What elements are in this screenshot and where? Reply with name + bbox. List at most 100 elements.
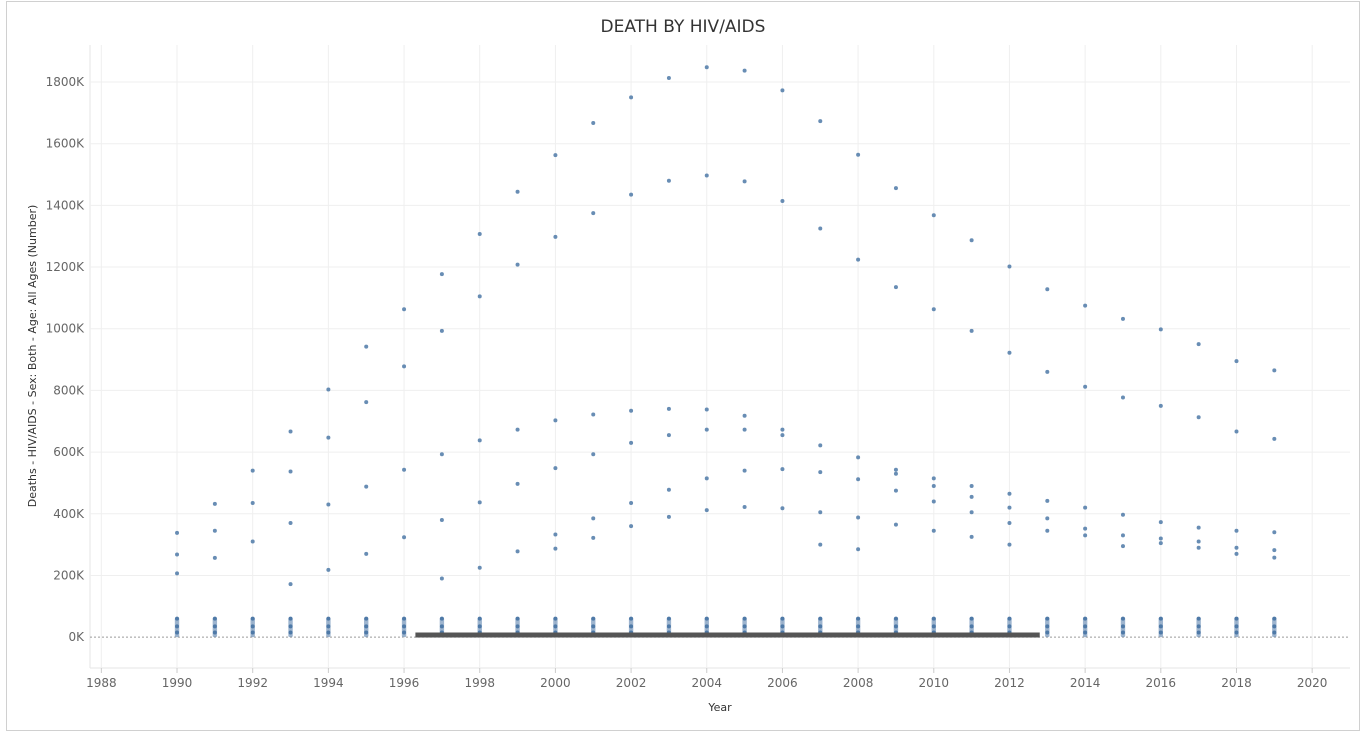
x-tick-label: 2018 <box>1221 676 1252 690</box>
data-point <box>704 624 709 629</box>
y-tick-label: 800K <box>53 383 85 397</box>
data-point <box>1083 505 1088 510</box>
data-point <box>402 630 407 635</box>
data-point <box>1045 369 1050 374</box>
x-tick-label: 2016 <box>1146 676 1177 690</box>
data-point <box>818 226 823 231</box>
y-tick-label: 1000K <box>46 322 86 336</box>
data-point <box>629 624 634 629</box>
data-point <box>477 438 482 443</box>
data-point <box>515 616 520 621</box>
data-point <box>1158 624 1163 629</box>
x-tick-label: 1998 <box>464 676 495 690</box>
data-point <box>704 65 709 70</box>
data-point <box>1234 545 1239 550</box>
data-point <box>1234 630 1239 635</box>
data-point <box>629 616 634 621</box>
x-tick-label: 1992 <box>237 676 268 690</box>
data-point <box>175 630 180 635</box>
data-point <box>1234 359 1239 364</box>
data-point <box>666 433 671 438</box>
data-point <box>326 387 331 392</box>
data-point <box>439 517 444 522</box>
data-points <box>174 65 1277 638</box>
data-point <box>629 408 634 413</box>
data-point <box>439 616 444 621</box>
y-tick-label: 1600K <box>46 137 86 151</box>
x-tick-label: 2012 <box>994 676 1025 690</box>
data-point <box>250 630 255 635</box>
data-point <box>1196 616 1201 621</box>
data-point <box>893 467 898 472</box>
data-point <box>515 481 520 486</box>
data-point <box>1120 395 1125 400</box>
data-point <box>780 467 785 472</box>
data-point <box>742 468 747 473</box>
data-point <box>931 528 936 533</box>
data-point <box>1045 624 1050 629</box>
data-point <box>1083 526 1088 531</box>
x-tick-label: 2020 <box>1297 676 1328 690</box>
data-point <box>1196 624 1201 629</box>
data-point <box>250 468 255 473</box>
data-point <box>439 272 444 277</box>
data-point <box>780 506 785 511</box>
data-point <box>591 211 596 216</box>
data-point <box>591 616 596 621</box>
data-point <box>364 624 369 629</box>
data-point <box>742 68 747 73</box>
data-point <box>591 412 596 417</box>
data-point <box>856 455 861 460</box>
data-point <box>1007 542 1012 547</box>
data-point <box>1196 415 1201 420</box>
data-point <box>1007 624 1012 629</box>
data-point <box>402 307 407 312</box>
data-point <box>1120 630 1125 635</box>
data-point <box>1196 342 1201 347</box>
data-point <box>288 624 293 629</box>
data-point <box>931 499 936 504</box>
data-point <box>1158 520 1163 525</box>
data-point <box>969 328 974 333</box>
data-point <box>402 535 407 540</box>
data-point <box>893 522 898 527</box>
data-point <box>1045 616 1050 621</box>
data-point <box>1083 616 1088 621</box>
data-point <box>402 364 407 369</box>
data-point <box>931 624 936 629</box>
data-point <box>326 624 331 629</box>
data-point <box>402 624 407 629</box>
data-point <box>515 624 520 629</box>
data-point <box>1045 528 1050 533</box>
data-point <box>364 344 369 349</box>
data-point <box>704 476 709 481</box>
data-point <box>856 616 861 621</box>
data-point <box>1234 624 1239 629</box>
data-point <box>1158 327 1163 332</box>
data-point <box>856 257 861 262</box>
data-point <box>1196 545 1201 550</box>
data-point <box>856 515 861 520</box>
data-point <box>364 630 369 635</box>
data-point <box>1007 491 1012 496</box>
data-point <box>1234 551 1239 556</box>
data-point <box>1007 264 1012 269</box>
gridlines <box>89 45 1350 669</box>
data-point <box>553 466 558 471</box>
data-point <box>969 484 974 489</box>
data-point <box>591 452 596 457</box>
y-tick-label: 0K <box>68 630 85 644</box>
data-point <box>1120 533 1125 538</box>
x-tick-label: 2014 <box>1070 676 1101 690</box>
data-point <box>1007 505 1012 510</box>
x-tick-label: 1996 <box>389 676 420 690</box>
data-point <box>1120 544 1125 549</box>
data-point <box>288 469 293 474</box>
x-tick-label: 2006 <box>767 676 798 690</box>
data-point <box>893 285 898 290</box>
x-tick-label: 1994 <box>313 676 344 690</box>
data-point <box>742 427 747 432</box>
data-point <box>326 630 331 635</box>
data-point <box>1234 429 1239 434</box>
